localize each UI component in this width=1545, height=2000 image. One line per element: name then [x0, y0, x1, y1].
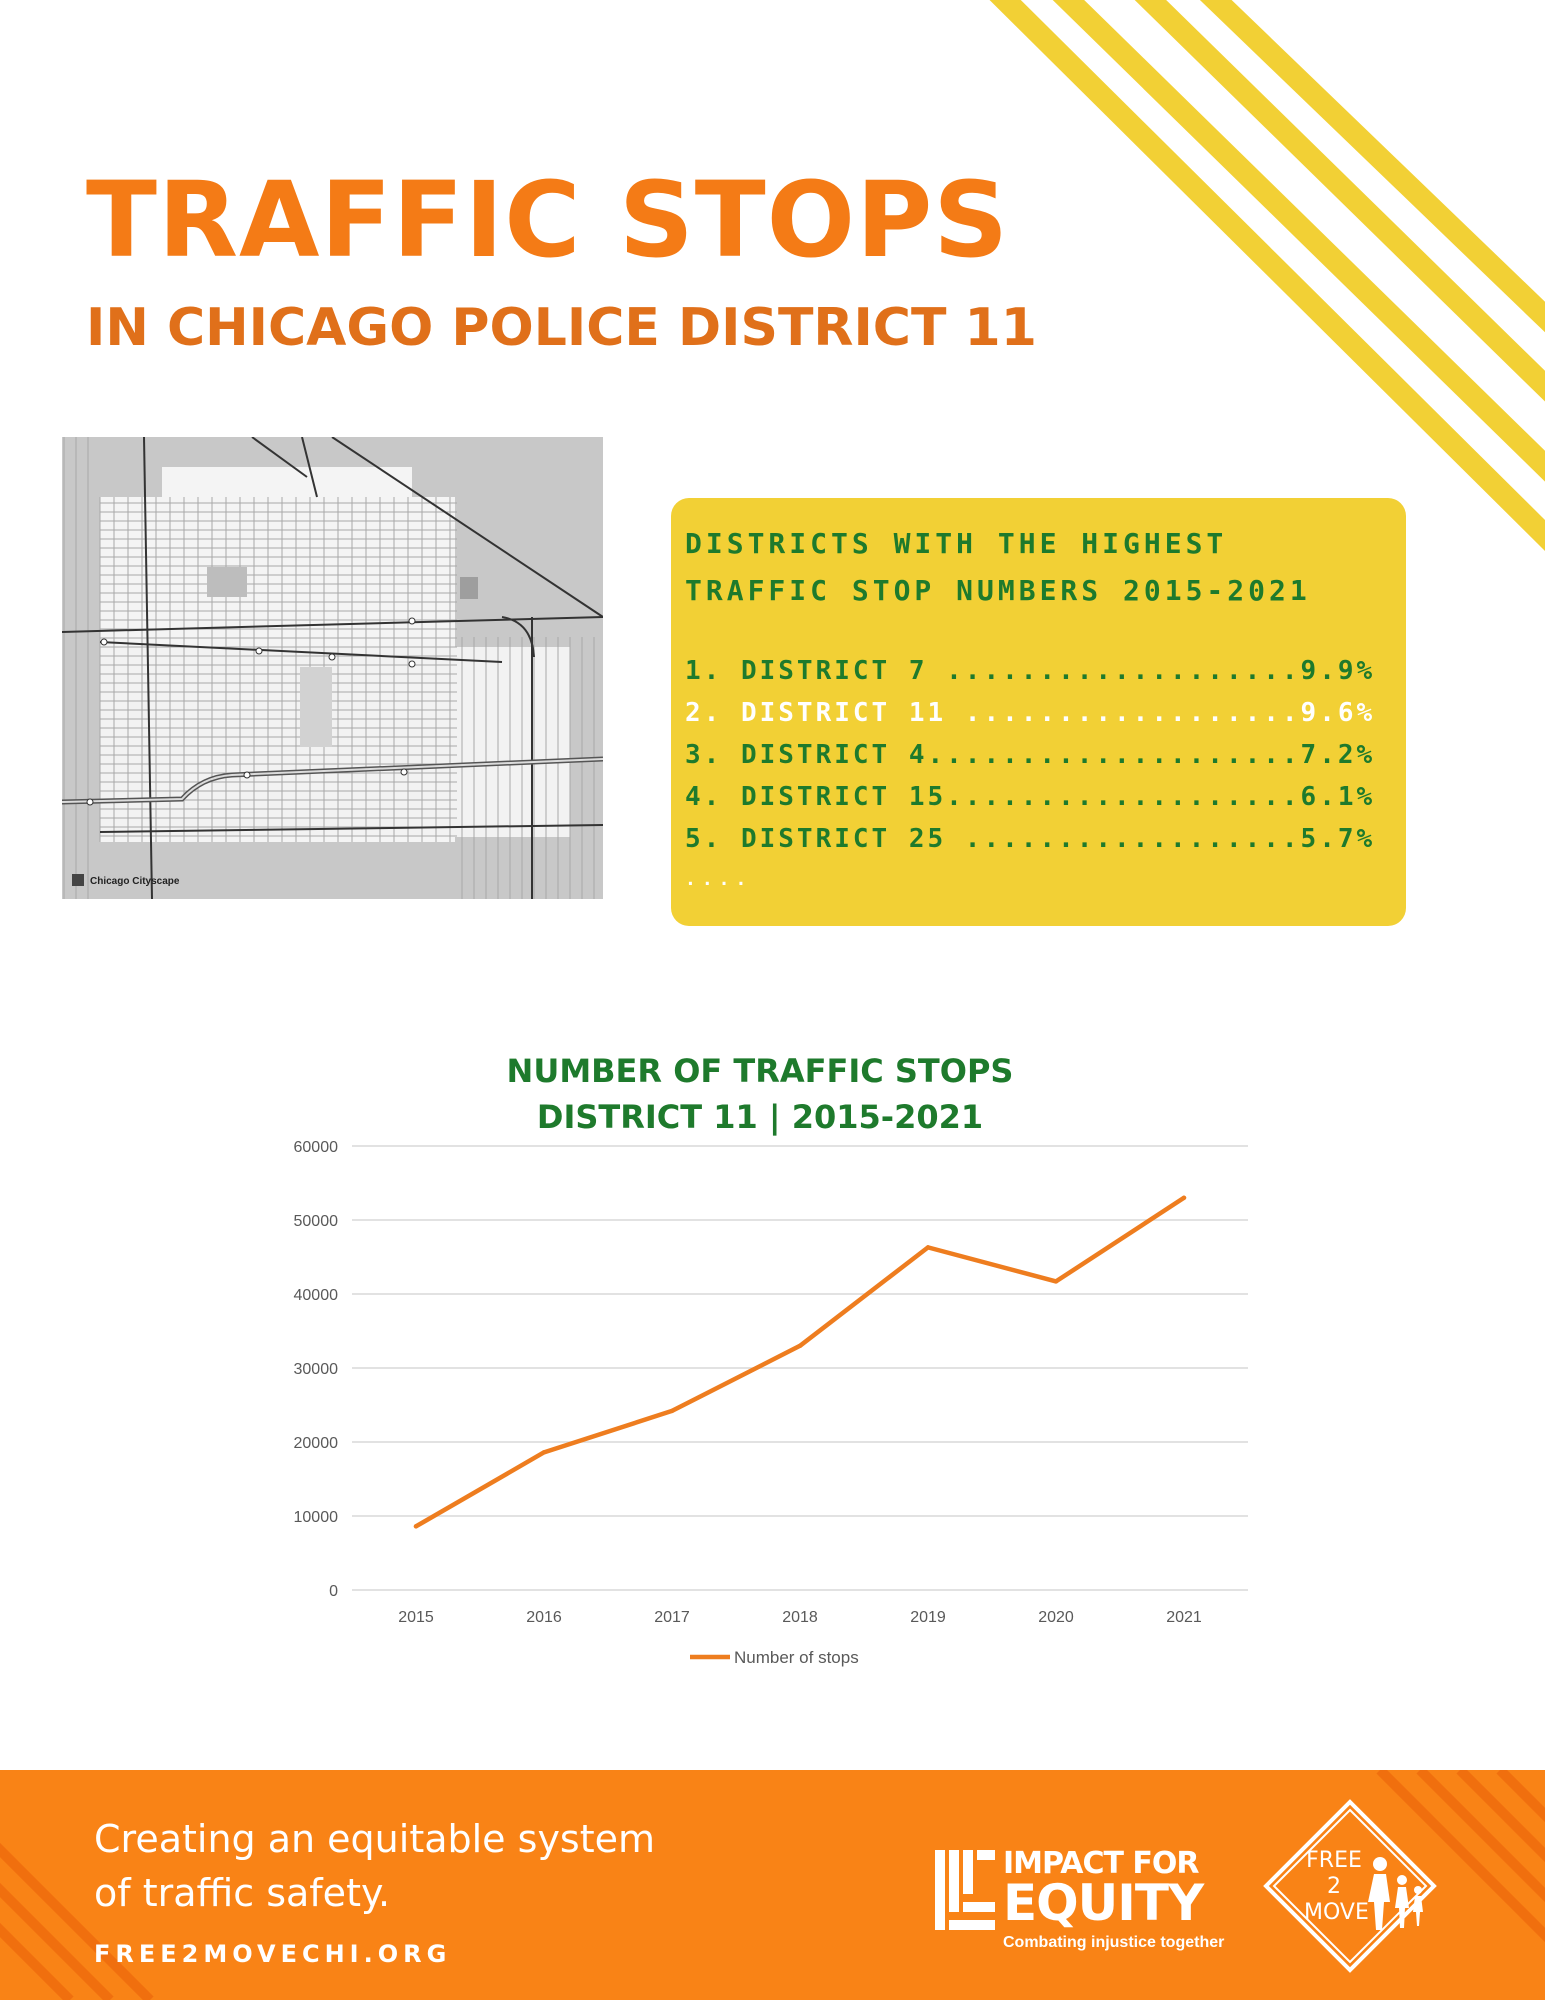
x-tick-label: 2020 — [1038, 1609, 1074, 1626]
data-point — [797, 1343, 803, 1348]
ranking-item-5: 5. DISTRICT 25 ..................5.7% — [685, 824, 1376, 854]
data-point — [413, 1524, 419, 1529]
x-tick-label: 2021 — [1166, 1609, 1202, 1626]
x-tick-label: 2019 — [910, 1609, 946, 1626]
map-credit: Chicago Cityscape — [90, 876, 180, 887]
free2move-line1: FREE — [1306, 1848, 1362, 1873]
ranking-heading: DISTRICTS WITH THE HIGHEST TRAFFIC STOP … — [685, 520, 1311, 614]
tagline-line1: Creating an equitable system — [94, 1817, 656, 1861]
y-tick-label: 10000 — [294, 1509, 339, 1526]
district-map: Chicago Cityscape — [62, 437, 603, 899]
free2move-line2: 2 — [1327, 1874, 1341, 1899]
data-point — [541, 1450, 547, 1455]
chart-title-line1: NUMBER OF TRAFFIC STOPS — [506, 1052, 1014, 1090]
x-tick-label: 2016 — [526, 1609, 562, 1626]
footer-stripes — [0, 1770, 1545, 2000]
impact-logo-tagline: Combating injustice together — [1003, 1934, 1225, 1951]
ranking-item-3: 3. DISTRICT 4....................7.2% — [685, 740, 1376, 770]
ranking-more: .... — [685, 869, 753, 890]
ranking-item-1: 1. DISTRICT 7 ...................9.9% — [685, 656, 1376, 686]
decorative-stripes — [989, 0, 1545, 551]
footer: Creating an equitable system of traffic … — [0, 1770, 1545, 2000]
x-tick-label: 2017 — [654, 1609, 690, 1626]
ranking-item-4: 4. DISTRICT 15...................6.1% — [685, 782, 1376, 812]
legend-label: Number of stops — [734, 1648, 859, 1667]
data-point — [1181, 1195, 1187, 1200]
impact-logo-mark-icon — [935, 1850, 995, 1930]
y-tick-label: 40000 — [294, 1287, 339, 1304]
data-point — [669, 1408, 675, 1414]
y-tick-label: 60000 — [294, 1139, 339, 1156]
y-tick-label: 50000 — [294, 1213, 339, 1230]
traffic-stops-chart: NUMBER OF TRAFFIC STOPS DISTRICT 11 | 20… — [260, 1040, 1280, 1680]
free2move-text: FREE 2 MOVE — [1304, 1848, 1369, 1926]
free2move-line3: MOVE — [1304, 1900, 1369, 1925]
free2move-logo: FREE 2 MOVE — [1262, 1798, 1438, 1974]
tagline-line2: of traffic safety. — [94, 1871, 391, 1915]
ranking-heading-line1: DISTRICTS WITH THE HIGHEST — [685, 527, 1228, 560]
website-link[interactable]: FREE2MOVECHI.ORG — [94, 1940, 452, 1968]
road-sign-icon — [1263, 1799, 1437, 1973]
page-subtitle: IN CHICAGO POLICE DISTRICT 11 — [86, 298, 1037, 358]
data-point — [1053, 1279, 1059, 1284]
y-tick-label: 0 — [329, 1583, 338, 1600]
chart-title: NUMBER OF TRAFFIC STOPS DISTRICT 11 | 20… — [260, 1048, 1260, 1140]
ranking-item-2: 2. DISTRICT 11 ..................9.6% — [685, 698, 1376, 728]
series-line — [413, 1195, 1187, 1529]
footer-tagline: Creating an equitable system of traffic … — [94, 1812, 655, 1920]
ranking-heading-line2: TRAFFIC STOP NUMBERS 2015-2021 — [685, 574, 1311, 607]
impact-logo-line1: IMPACT FOR — [1003, 1846, 1199, 1881]
impact-logo-line2: EQUITY — [1003, 1874, 1204, 1932]
chart-plot: 0 10000 20000 30000 40000 50000 60000 2015 2016 2… — [294, 1139, 1248, 1667]
x-tick-label: 2018 — [782, 1609, 818, 1626]
impact-for-equity-logo: IMPACT FOR EQUITY Combating injustice to… — [935, 1840, 1235, 1960]
y-tick-label: 30000 — [294, 1361, 339, 1378]
y-tick-label: 20000 — [294, 1435, 339, 1452]
ranking-list: 1. DISTRICT 7 ...................9.9% 2.… — [685, 650, 1375, 900]
map-graphic — [62, 437, 603, 899]
x-tick-label: 2015 — [398, 1609, 434, 1626]
data-point — [925, 1245, 931, 1250]
page-title: TRAFFIC STOPS — [86, 159, 1010, 281]
ranking-panel: DISTRICTS WITH THE HIGHEST TRAFFIC STOP … — [671, 498, 1406, 926]
chart-title-line2: DISTRICT 11 | 2015-2021 — [536, 1098, 984, 1136]
